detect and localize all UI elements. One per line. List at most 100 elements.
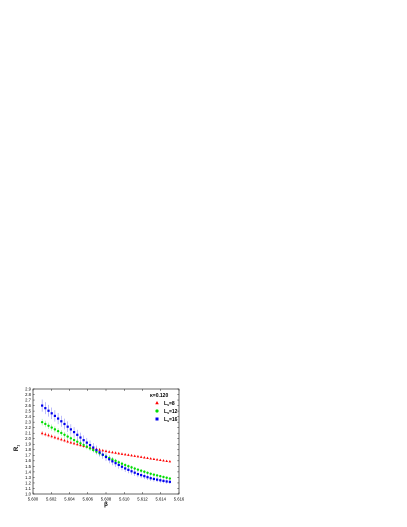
data-point-circle: [136, 468, 140, 471]
data-point-triangle: [146, 456, 149, 459]
data-point-square: [120, 465, 124, 468]
data-point-triangle: [59, 438, 63, 441]
data-point-circle: [114, 459, 117, 463]
data-point-square: [47, 409, 50, 412]
legend-label: Ls=12: [164, 409, 178, 415]
data-point-square: [41, 404, 44, 407]
y-tick-label: 1.4: [25, 469, 31, 474]
series-bands: [41, 399, 171, 484]
legend-label-sub: s: [167, 419, 169, 423]
data-point-square: [79, 436, 82, 439]
data-point-triangle: [139, 455, 143, 458]
data-point-triangle: [50, 434, 54, 438]
legend-label-main: L: [164, 417, 167, 423]
data-point-square: [108, 458, 111, 461]
x-tick-label: 5.602: [46, 497, 57, 502]
data-point-circle: [127, 465, 130, 468]
data-point-square: [146, 476, 149, 479]
data-point-triangle: [53, 435, 57, 439]
y-tick-label: 1.6: [25, 458, 31, 463]
data-point-triangle: [117, 451, 121, 455]
data-point-triangle: [149, 457, 153, 460]
x-axis-ticks: 5.600 5.602 5.604 5.606 5.608 5.610 5.612 5.614…: [28, 389, 185, 502]
data-point-triangle: [111, 450, 114, 454]
data-point-triangle: [69, 441, 73, 444]
legend-label-main: L: [164, 401, 167, 407]
data-point-circle: [82, 443, 85, 447]
data-point-circle: [40, 420, 44, 424]
y-tick-label: 2.0: [25, 436, 31, 441]
data-point-square: [88, 443, 92, 447]
data-point-triangle: [107, 450, 111, 453]
data-point-square: [92, 446, 95, 449]
data-point-circle: [85, 445, 89, 448]
data-point-circle: [63, 433, 66, 436]
data-point-circle: [149, 472, 152, 476]
data-point-triangle: [66, 440, 69, 443]
y-tick-label: 1.3: [25, 475, 31, 480]
legend-label-main: L: [164, 409, 167, 415]
x-tick-label: 5.614: [156, 497, 167, 502]
data-point-square: [117, 463, 120, 467]
data-point-square: [60, 420, 63, 423]
x-tick-label: 5.608: [101, 497, 112, 502]
data-point-circle: [120, 462, 124, 465]
data-point-square: [101, 453, 104, 456]
data-point-triangle: [114, 451, 117, 454]
legend-marker-square: [155, 417, 159, 421]
data-point-square: [114, 462, 117, 465]
data-point-triangle: [168, 459, 172, 463]
data-point-circle: [72, 438, 76, 442]
data-point-circle: [76, 440, 79, 443]
data-point-triangle: [123, 452, 127, 456]
legend-marker-triangle: [155, 401, 159, 405]
y-tick-label: 2.2: [25, 425, 31, 430]
y-tick-label: 2.3: [25, 420, 31, 425]
data-point-triangle: [104, 449, 108, 453]
data-point-square: [159, 479, 162, 482]
data-point-square: [104, 455, 108, 459]
data-point-circle: [95, 450, 98, 453]
data-point-triangle: [158, 458, 162, 462]
data-point-square: [130, 470, 133, 473]
data-point-triangle: [47, 433, 50, 437]
y-axis-label: R1: [14, 445, 21, 451]
y-tick-label: 2.1: [25, 431, 31, 436]
svg-text:R1: R1: [14, 445, 21, 451]
data-point-circle: [152, 473, 156, 476]
data-point-triangle: [165, 459, 168, 463]
legend-label: Ls=8: [164, 401, 175, 407]
y-axis-label-main: R: [14, 446, 20, 451]
data-point-triangle: [162, 459, 165, 462]
data-point-circle: [92, 448, 95, 452]
data-point-circle: [139, 469, 143, 472]
y-tick-label: 2.7: [25, 397, 31, 402]
data-point-square: [140, 474, 143, 477]
data-point-circle: [66, 435, 69, 438]
data-point-square: [152, 477, 156, 481]
y-axis-label-sub: 1: [17, 445, 21, 447]
data-point-circle: [155, 474, 159, 477]
y-tick-label: 1.2: [25, 480, 31, 485]
y-axis-ticks: 1.01.11.21.31.41.51.61.71.81.92.02.12.22…: [25, 386, 179, 496]
x-tick-label: 5.612: [137, 497, 148, 502]
data-point-triangle: [143, 456, 146, 459]
x-tick-label: 5.610: [119, 497, 130, 502]
data-point-square: [133, 471, 136, 474]
legend-label-rest: =16: [169, 417, 178, 423]
data-point-circle: [111, 458, 114, 461]
data-point-circle: [53, 428, 57, 431]
data-point-circle: [159, 475, 162, 478]
data-point-square: [63, 422, 66, 426]
data-point-circle: [123, 463, 127, 467]
data-point-triangle: [40, 431, 44, 435]
data-point-square: [76, 433, 79, 436]
data-point-triangle: [56, 436, 60, 440]
data-point-circle: [130, 466, 133, 469]
data-point-square: [66, 425, 69, 428]
y-tick-label: 1.0: [25, 491, 31, 496]
data-point-triangle: [155, 458, 159, 461]
data-point-square: [162, 479, 165, 483]
